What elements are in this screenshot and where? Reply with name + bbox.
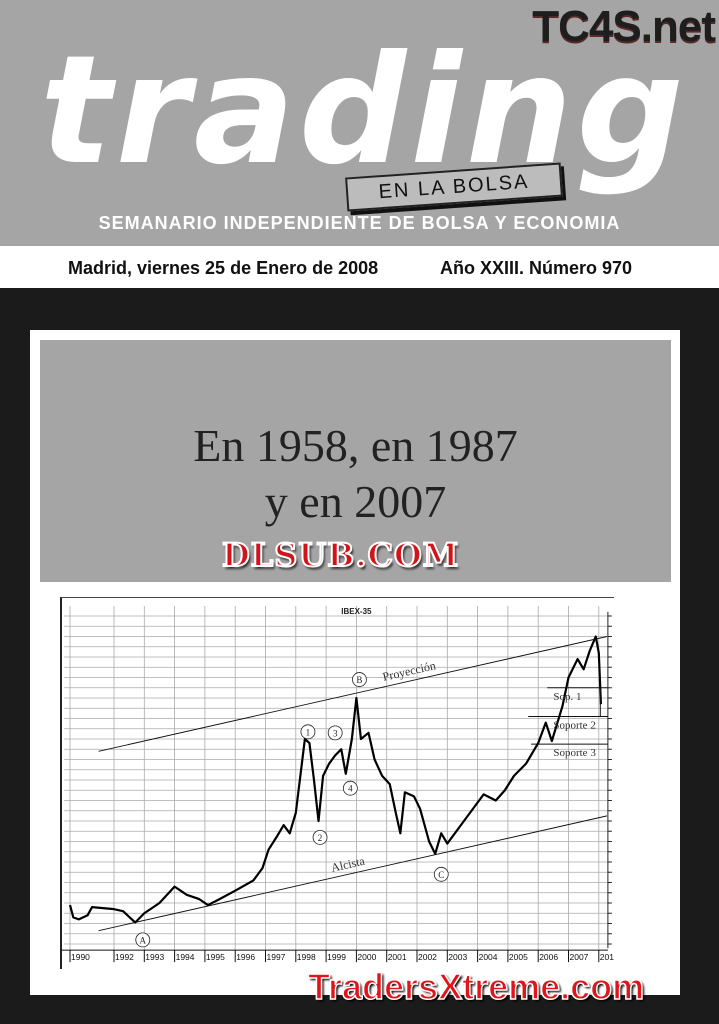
x-tick-label: 2001 [388, 952, 407, 962]
wave-marker [135, 932, 151, 948]
tagline: SEMANARIO INDEPENDIENTE DE BOLSA Y ECONO… [98, 213, 621, 233]
trend-line [98, 815, 608, 932]
headline-line1: En 1958, en 1987 [193, 420, 518, 471]
trend-line [98, 636, 608, 752]
x-tick-label: 2005 [509, 952, 528, 962]
support-label: Soporte 2 [553, 719, 595, 731]
wave-label: 3 [333, 728, 338, 738]
x-tick-label: 1995 [206, 952, 225, 962]
chart-svg: 1000150020002500300035004000450050005500… [62, 606, 614, 962]
wave-marker [312, 829, 328, 845]
x-tick-label: 1994 [176, 952, 195, 962]
wave-label: 2 [318, 833, 323, 843]
x-tick-label: 2004 [479, 952, 498, 962]
x-tick-label: 1997 [267, 952, 286, 962]
chart-title: IBEX-35 [341, 607, 372, 616]
x-tick-label: 2006 [539, 952, 558, 962]
ibex-chart: 1000150020002500300035004000450050005500… [60, 597, 614, 969]
dateline: Madrid, viernes 25 de Enero de 2008 Año … [0, 246, 719, 288]
watermark-tc4s: TC4S.net [532, 2, 716, 51]
x-tick-label: 1998 [297, 952, 316, 962]
wave-marker [342, 780, 358, 796]
price-series [68, 635, 603, 924]
wave-label: 1 [306, 727, 311, 737]
wave-label: B [356, 675, 362, 685]
x-tick-label: 1990 [71, 952, 90, 962]
support-label: Sop. 1 [553, 691, 581, 703]
x-tick-label: 1999 [327, 952, 346, 962]
x-tick-label: 201 [600, 952, 614, 962]
support-label: Soporte 3 [553, 747, 596, 759]
trend-line-label: Proyección [381, 658, 437, 684]
wave-label: 4 [348, 784, 353, 794]
masthead: trading TC4S.net EN LA BOLSA SEMANARIO I… [0, 0, 719, 246]
wave-marker [300, 724, 316, 740]
x-tick-label: 2002 [418, 952, 437, 962]
headline-line2: y en 2007 [264, 476, 447, 527]
issue-date: Madrid, viernes 25 de Enero de 2008 [68, 258, 379, 278]
x-tick-label: 2003 [448, 952, 467, 962]
x-tick-label: 1996 [236, 952, 255, 962]
watermark-tradersxtreme: TradersXtreme.com [307, 965, 645, 1008]
x-tick-label: 2007 [570, 952, 589, 962]
x-tick-label: 1993 [145, 952, 164, 962]
wave-marker [433, 866, 449, 882]
x-tick-label: 2000 [357, 952, 376, 962]
wave-label: C [438, 870, 444, 880]
issue-number: Año XXIII. Número 970 [440, 258, 633, 278]
magazine-logo: trading [40, 24, 688, 198]
wave-marker [352, 672, 367, 687]
headline-box: En 1958, en 1987 y en 2007 [40, 340, 671, 582]
wave-marker [327, 725, 343, 741]
x-tick-label: 1992 [115, 952, 134, 962]
watermark-dlsub: DLSUB.COM [221, 535, 460, 575]
wave-label: A [140, 935, 147, 945]
